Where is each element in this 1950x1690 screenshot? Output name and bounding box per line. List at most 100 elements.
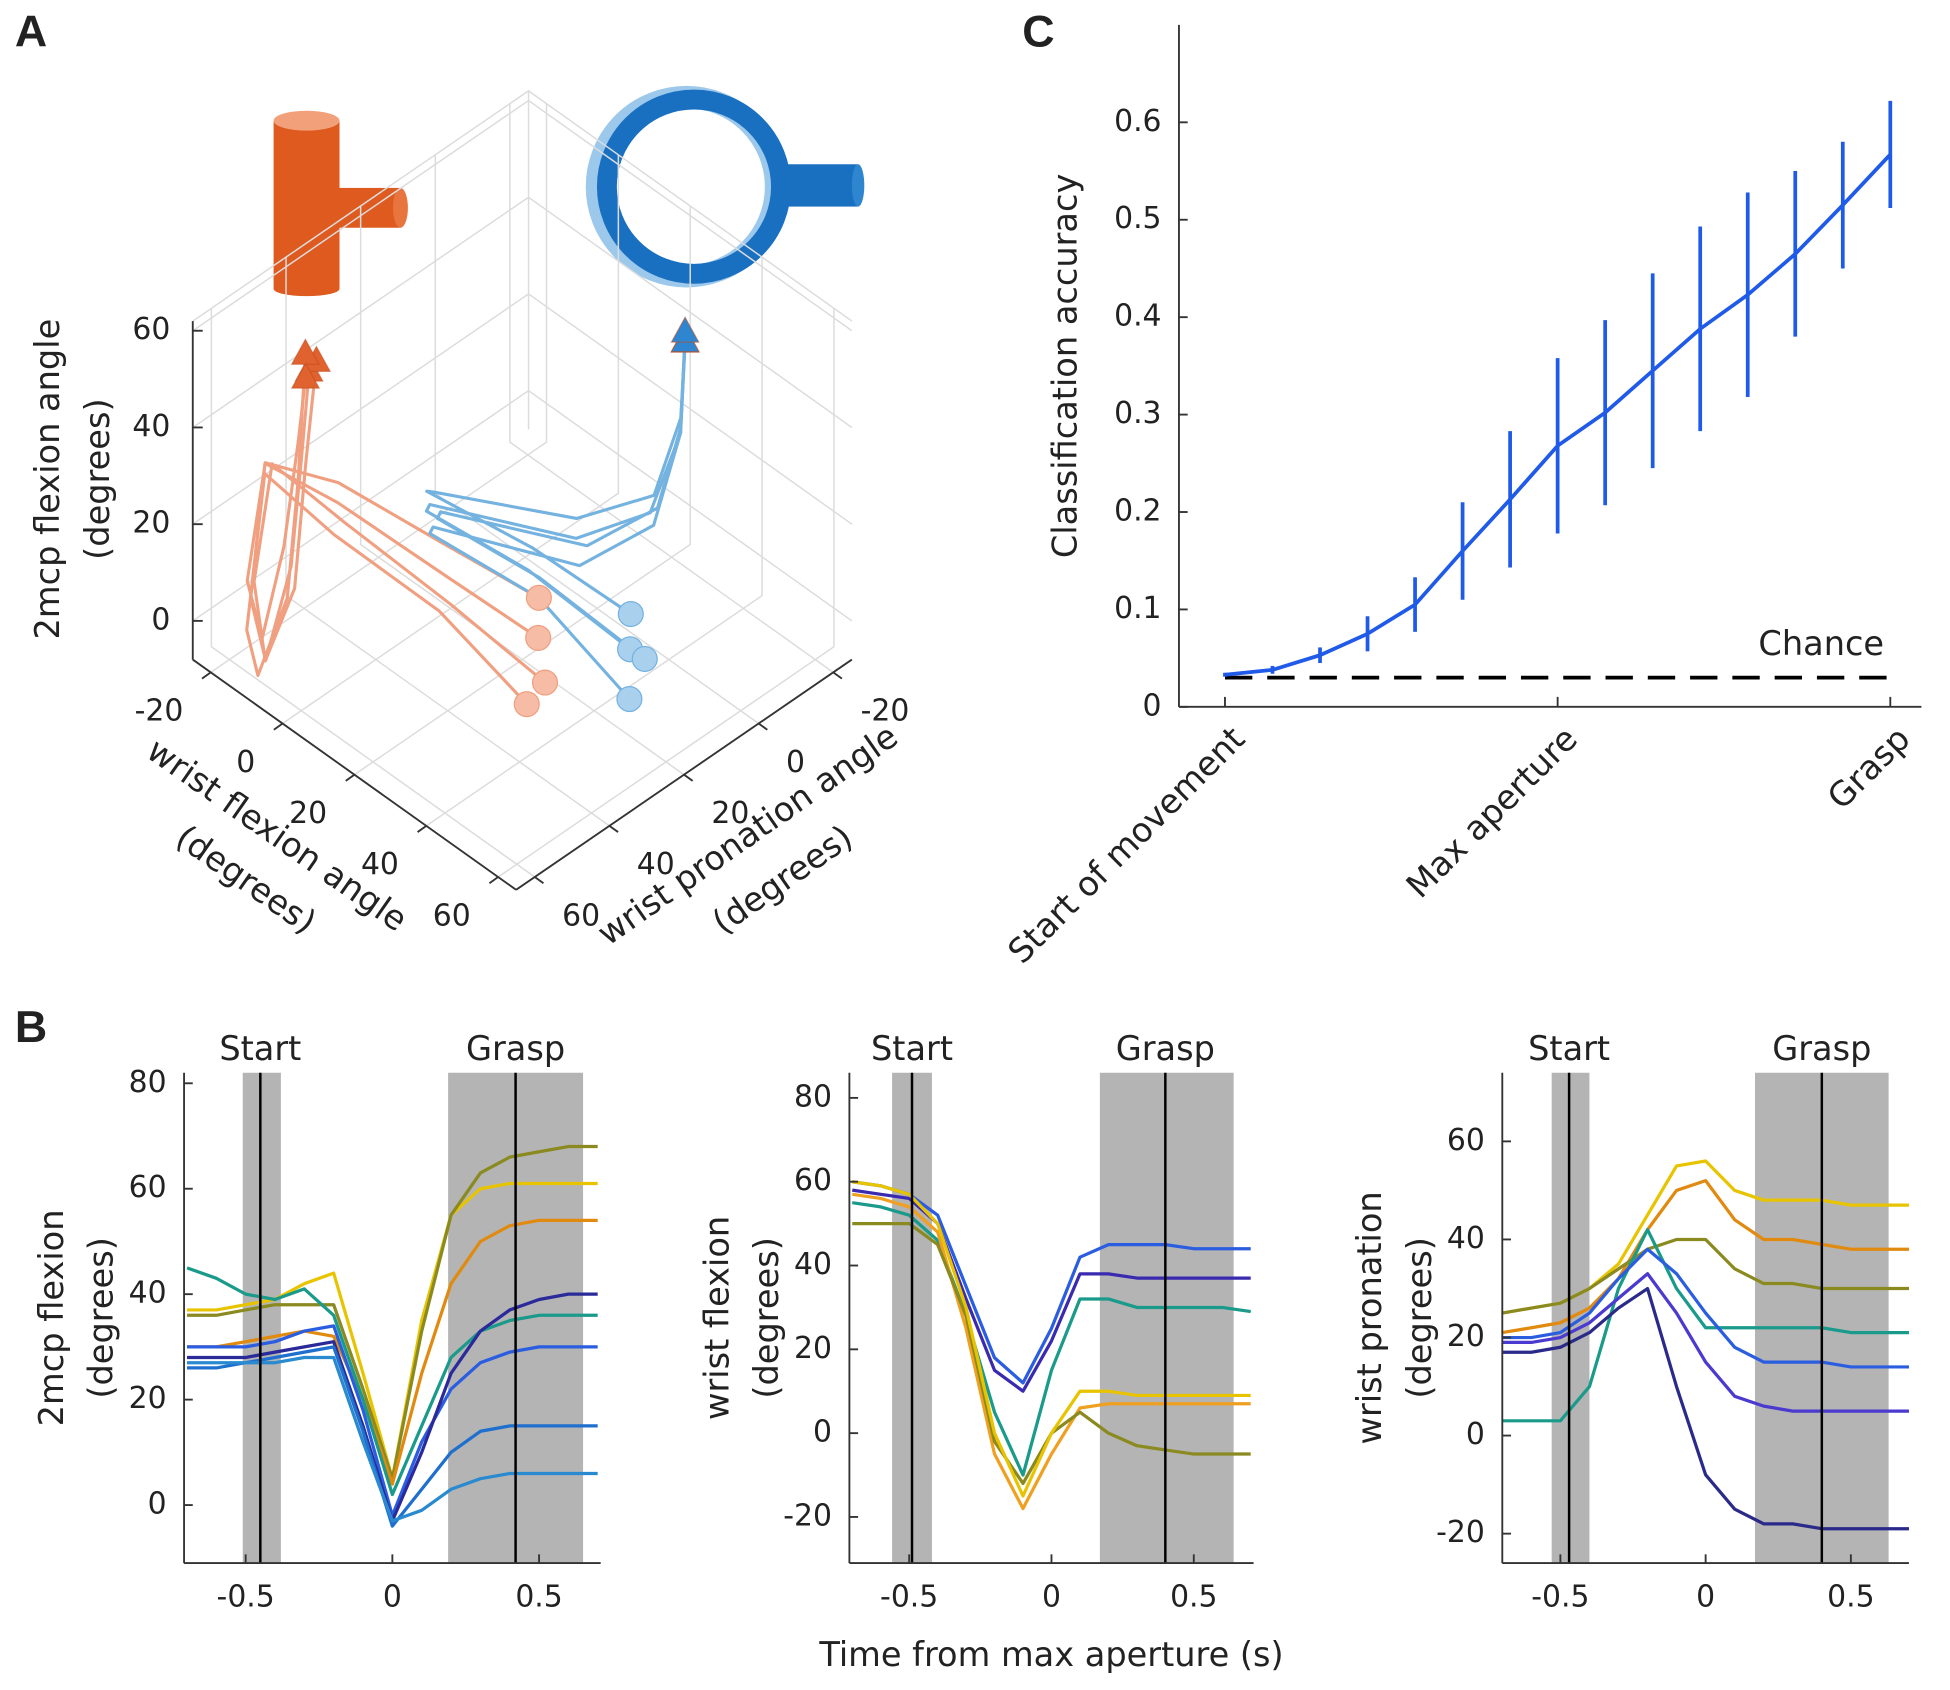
y-tick <box>683 773 694 782</box>
trace <box>852 1180 1251 1385</box>
panel-label: A <box>15 7 47 57</box>
x-tick-label: 40 <box>361 847 399 882</box>
y-tick-label: 0.1 <box>1114 591 1161 626</box>
y-tick-label: 60 <box>129 1170 167 1205</box>
grid-line <box>282 154 620 725</box>
x-tick-label: -0.5 <box>217 1579 275 1614</box>
trace <box>852 1188 1251 1393</box>
start-marker <box>531 669 559 696</box>
event-label: Start <box>219 1029 301 1068</box>
trajectory <box>424 341 687 651</box>
end-marker <box>290 362 321 389</box>
z-axis-label: 2mcp flexion angle <box>28 319 67 640</box>
x-tick <box>273 722 284 731</box>
y-tick-label: 0.5 <box>1114 201 1161 236</box>
y-tick-label: 60 <box>1447 1123 1485 1158</box>
x-tick <box>417 825 427 833</box>
event-label: Grasp <box>1772 1029 1871 1068</box>
event-label: Start <box>1528 1029 1610 1068</box>
event-label: Grasp <box>466 1029 565 1068</box>
x-tick <box>201 671 212 680</box>
y-tick-label: 0 <box>813 1415 832 1450</box>
z-tick-label: 20 <box>132 506 170 541</box>
grid-line <box>354 205 691 776</box>
x-tick-label: Start of movement <box>1000 719 1252 971</box>
grid-line <box>210 308 536 878</box>
y-tick-label: -20 <box>1436 1515 1485 1550</box>
chance-label: Chance <box>1758 624 1884 663</box>
y-axis-label: (degrees) <box>1400 1237 1439 1398</box>
trajectory <box>428 342 687 701</box>
y-tick-label: 20 <box>129 1381 167 1416</box>
grid-line <box>509 103 834 673</box>
y-tick <box>758 722 768 731</box>
trace <box>187 1355 598 1523</box>
event-window <box>242 1072 281 1564</box>
y-tick-label: 0.3 <box>1114 396 1161 431</box>
x-tick <box>488 876 499 884</box>
trajectory <box>425 341 687 616</box>
trajectory <box>245 378 540 640</box>
x-tick-label: 0.5 <box>515 1579 562 1614</box>
y-tick-label: 0.4 <box>1114 299 1161 334</box>
z-axis-label: (degrees) <box>78 398 117 559</box>
y-tick-label: 0 <box>786 745 805 780</box>
x-tick-label: Max aperture <box>1399 719 1585 905</box>
start-marker <box>525 584 552 611</box>
y-tick-label: -20 <box>783 1498 832 1533</box>
panel-label: B <box>15 1002 47 1052</box>
y-tick-label: 60 <box>562 898 600 933</box>
panel-label: C <box>1022 7 1054 57</box>
y-axis-label: (degrees) <box>82 1237 121 1398</box>
object-icon-ring <box>585 85 865 288</box>
end-marker <box>290 338 321 365</box>
trajectory <box>245 354 528 706</box>
grid-line <box>425 257 763 827</box>
trace <box>852 1180 1251 1498</box>
x-tick-label: 0 <box>1696 1579 1715 1614</box>
x-tick-label: -0.5 <box>1531 1579 1589 1614</box>
y-tick-label: 0.6 <box>1114 104 1161 139</box>
object-icon-handle <box>273 110 408 297</box>
y-tick-label: 0.2 <box>1114 494 1161 529</box>
y-tick-label: 60 <box>794 1163 832 1198</box>
end-marker <box>670 315 700 343</box>
y-axis-label: wrist pronation <box>1350 1191 1389 1444</box>
y-axis-label: 2mcp flexion <box>32 1209 71 1426</box>
y-tick-label: 0 <box>148 1487 167 1522</box>
y-axis-label: Classification accuracy <box>1046 174 1085 558</box>
x-tick-label: -20 <box>135 694 184 729</box>
trace <box>187 1218 598 1486</box>
x-tick-label: 60 <box>433 898 471 933</box>
y-axis-label: wrist flexion <box>697 1216 736 1420</box>
y-tick-label: 80 <box>794 1079 832 1114</box>
y-tick-label: 40 <box>1447 1221 1485 1256</box>
z-tick-label: 60 <box>132 312 170 347</box>
event-window <box>1099 1072 1234 1564</box>
grid-line <box>359 205 685 776</box>
event-label: Grasp <box>1116 1029 1215 1068</box>
x-axis-label: Time from max aperture (s) <box>818 1635 1283 1674</box>
y-tick-label: 40 <box>129 1276 167 1311</box>
grid-line <box>497 308 835 878</box>
y-tick-label: 0 <box>1466 1417 1485 1452</box>
z-tick-label: 40 <box>132 409 170 444</box>
start-marker <box>513 691 540 718</box>
x-tick-label: 0.5 <box>1827 1579 1874 1614</box>
x-tick-label: 0 <box>1042 1579 1061 1614</box>
trajectory <box>435 332 687 661</box>
y-tick-label: 80 <box>129 1065 167 1100</box>
x-tick-label: 0.5 <box>1170 1579 1217 1614</box>
y-tick <box>832 671 843 680</box>
x-tick-label: Grasp <box>1820 719 1918 817</box>
x-tick-label: 0 <box>383 1579 402 1614</box>
x-tick <box>345 773 355 782</box>
y-tick-label: 20 <box>711 796 749 831</box>
y-tick-label: 0 <box>1143 688 1162 723</box>
z-tick-label: 0 <box>151 602 170 637</box>
y-tick-label: 40 <box>794 1247 832 1282</box>
x-tick-label: 0 <box>236 745 255 780</box>
y-axis-label: (degrees) <box>747 1237 786 1398</box>
